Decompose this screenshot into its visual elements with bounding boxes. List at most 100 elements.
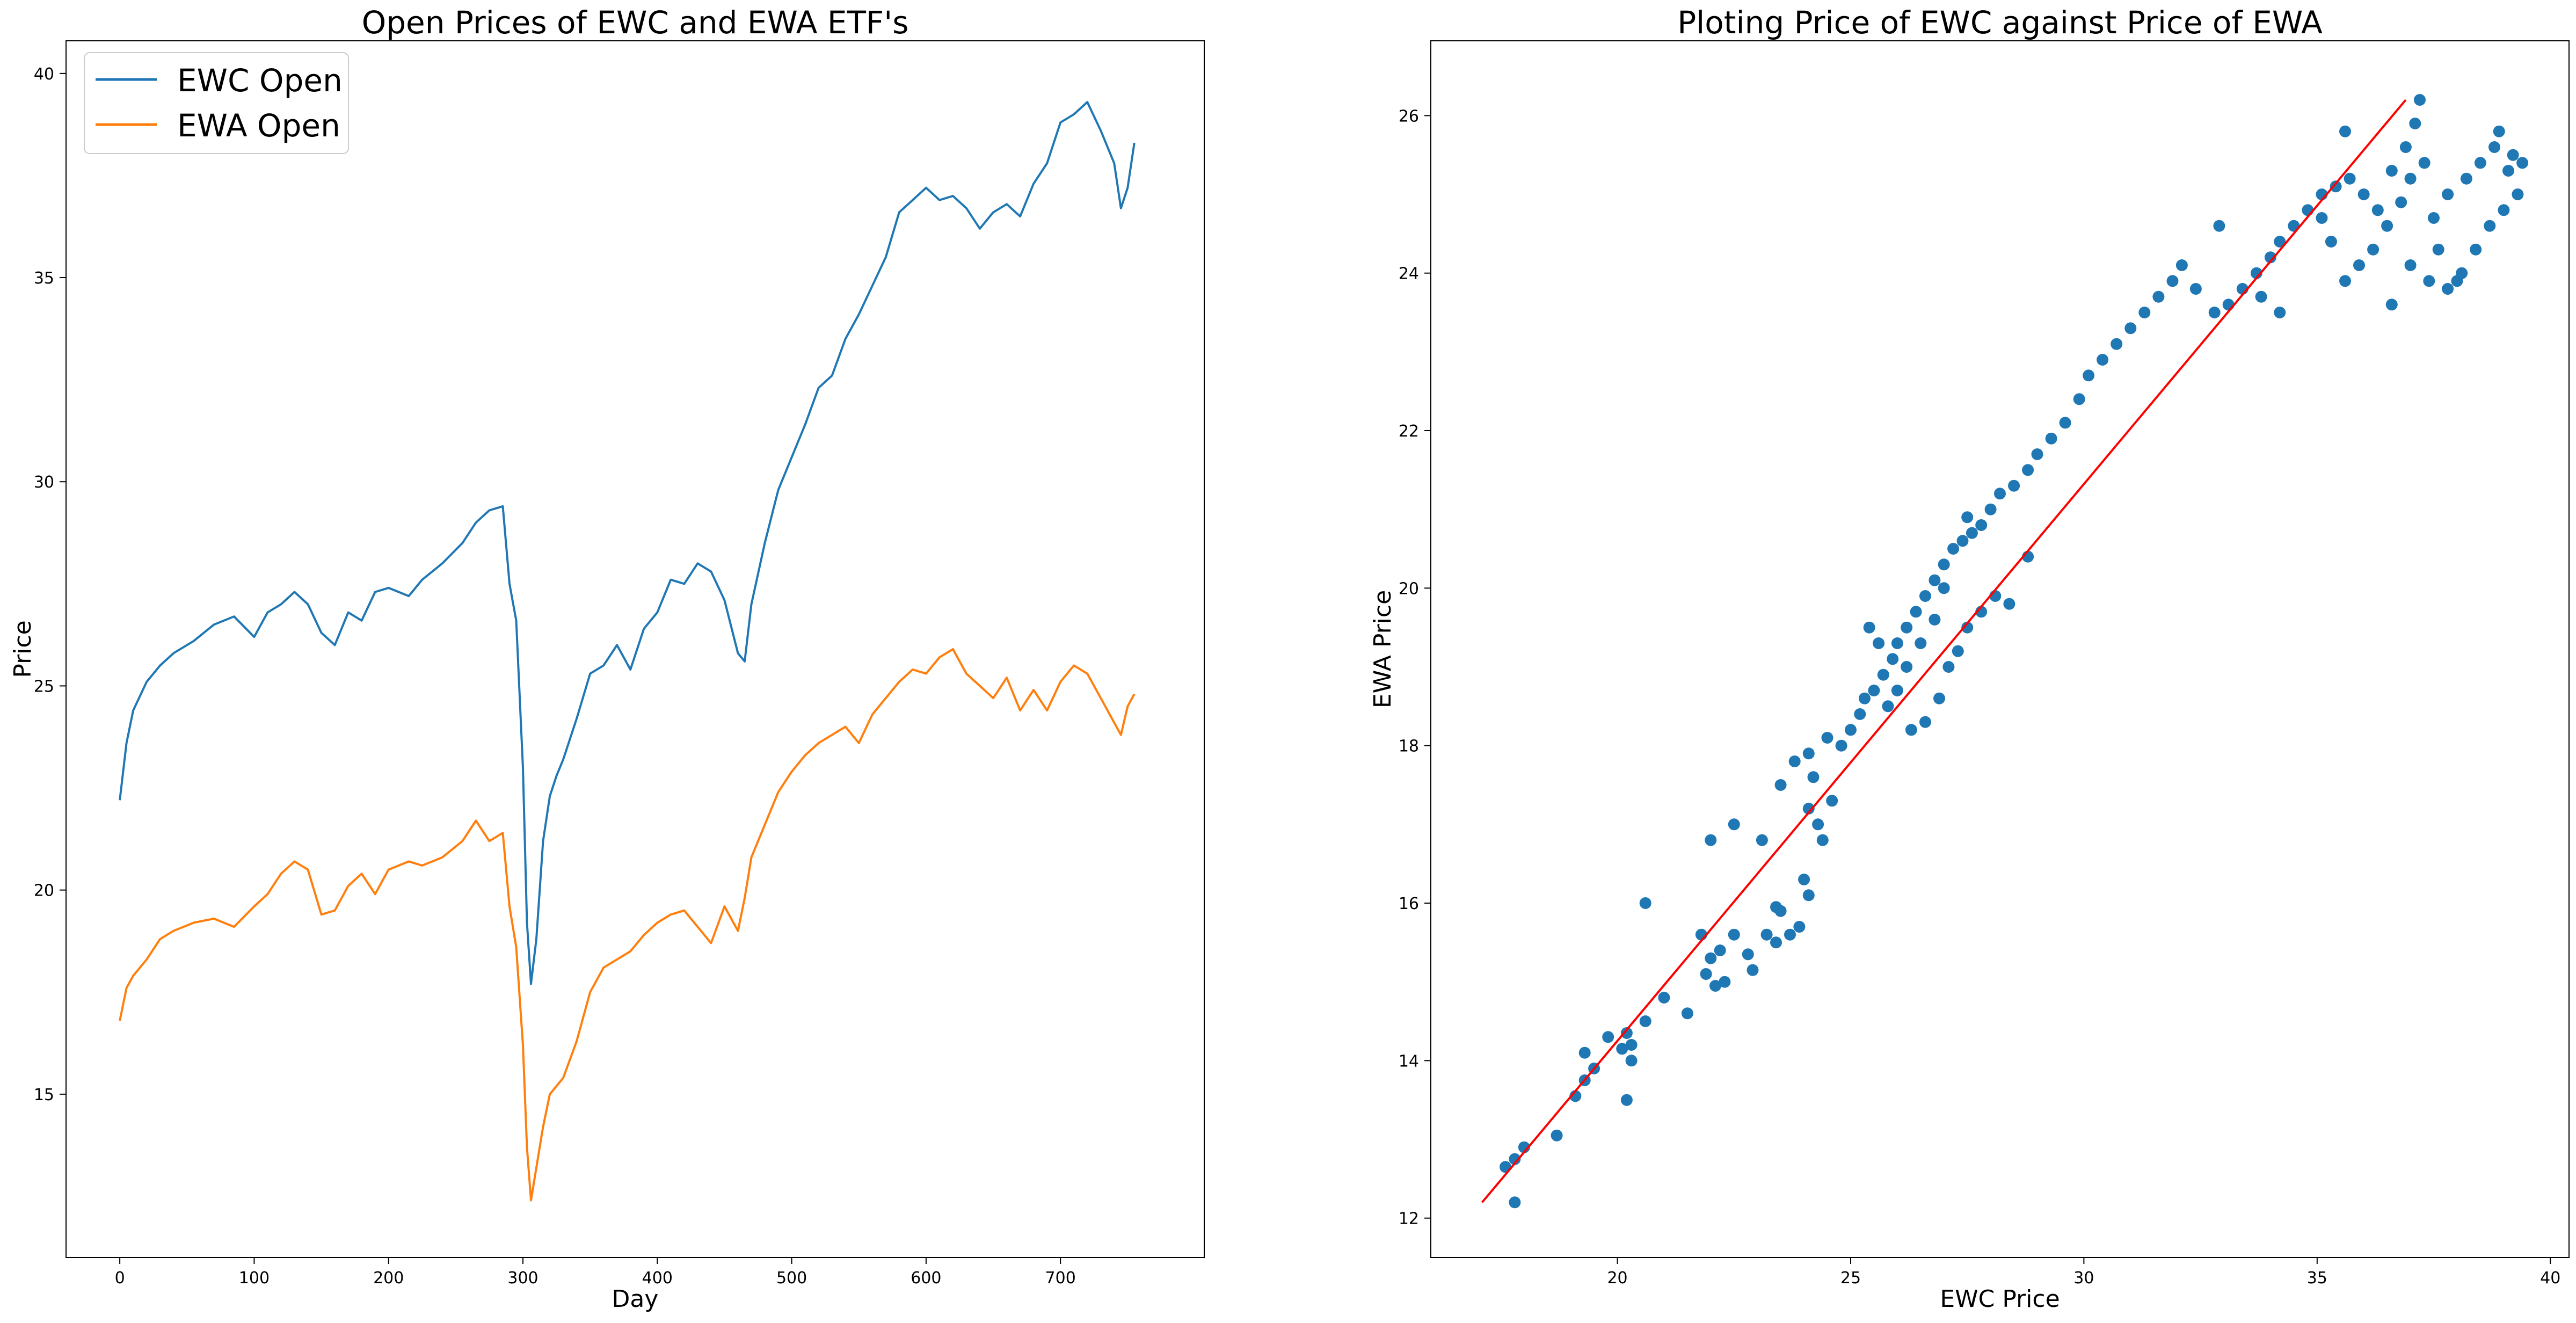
scatter-point (2097, 354, 2109, 366)
scatter-point (1509, 1153, 1521, 1165)
line-chart-x-tick-label: 600 (911, 1269, 941, 1288)
scatter-point (2493, 125, 2505, 137)
scatter-point (2344, 172, 2356, 185)
scatter-point (2484, 220, 2496, 232)
scatter-point (1826, 795, 1838, 807)
scatter-point (1919, 716, 1931, 728)
scatter-point (1616, 1043, 1628, 1055)
scatter-point (1747, 964, 1759, 976)
scatter-point (2432, 243, 2444, 256)
scatter-point (2498, 204, 2510, 216)
scatter-point (1770, 936, 1782, 949)
scatter-point (2428, 212, 2440, 224)
scatter-point (1938, 582, 1950, 594)
scatter-chart-plot-area (1430, 40, 2570, 1258)
legend-box (84, 52, 349, 154)
line-chart-y-axis-label: Price (9, 620, 37, 678)
scatter-point (2222, 299, 2235, 311)
scatter-point (1952, 645, 1964, 657)
scatter-point (1681, 1007, 1693, 1020)
scatter-point (2470, 243, 2482, 256)
scatter-chart-x-tick-label: 25 (1840, 1269, 1861, 1288)
scatter-point (1961, 511, 1974, 524)
scatter-point (2330, 180, 2342, 193)
scatter-point (1835, 739, 1847, 752)
scatter-point (2003, 598, 2015, 610)
scatter-point (2316, 212, 2328, 224)
scatter-point (1700, 968, 1712, 980)
scatter-point (2022, 464, 2034, 476)
scatter-point (1956, 535, 1969, 547)
series-line-ewa (119, 648, 1136, 1202)
scatter-point (1929, 614, 1941, 626)
scatter-point (2274, 236, 2286, 248)
scatter-chart-x-axis-label: EWC Price (1940, 1285, 2060, 1313)
scatter-point (1802, 803, 1815, 815)
scatter-point (1639, 897, 1651, 909)
line-chart-y-tick-label: 15 (34, 1086, 54, 1104)
scatter-point (1905, 724, 1917, 736)
scatter-point (1639, 1015, 1651, 1027)
scatter-point (1793, 921, 1806, 933)
scatter-point (2264, 251, 2276, 264)
line-chart-y-tick-label: 20 (34, 882, 54, 900)
scatter-point (1873, 637, 1885, 649)
scatter-point (2381, 220, 2393, 232)
scatter-point (1994, 488, 2006, 500)
scatter-point (2152, 290, 2165, 303)
line-chart-title: Open Prices of EWC and EWA ETF's (362, 4, 909, 41)
line-chart-x-tick-label: 300 (507, 1269, 538, 1288)
scatter-chart-x-tick-label: 35 (2307, 1269, 2327, 1288)
scatter-point (1620, 1094, 1633, 1106)
line-chart-y-tick-label: 25 (34, 677, 54, 696)
scatter-point (2073, 393, 2085, 405)
scatter-point (2213, 220, 2225, 232)
scatter-point (1966, 527, 1978, 539)
scatter-point (2474, 157, 2486, 169)
scatter-point (2442, 283, 2454, 295)
scatter-point (2460, 172, 2472, 185)
scatter-chart-y-tick-label: 14 (1399, 1052, 1419, 1071)
scatter-point (2325, 236, 2337, 248)
series-line-ewc (119, 101, 1136, 985)
scatter-point (1938, 558, 1950, 571)
scatter-point (2512, 188, 2524, 200)
scatter-point (2339, 125, 2351, 137)
line-chart-x-tick-label: 500 (776, 1269, 807, 1288)
scatter-point (1854, 708, 1866, 720)
line-chart-y-tick-label: 35 (34, 269, 54, 288)
scatter-point (1947, 543, 1960, 555)
scatter-point (1859, 692, 1871, 704)
scatter-point (1887, 653, 1899, 665)
scatter-point (2516, 157, 2529, 169)
scatter-chart-y-tick-label: 26 (1399, 107, 1419, 126)
legend-label-ewc: EWC Open (177, 62, 343, 99)
scatter-point (2166, 275, 2179, 287)
scatter-point (2442, 188, 2454, 200)
scatter-point (1933, 692, 1945, 704)
fit-line (1481, 99, 2407, 1203)
scatter-point (1816, 834, 1829, 846)
scatter-point (1705, 834, 1717, 846)
line-chart-panel: 0 100 200 300 400 500 600 700 15 20 25 30 35 40 Open… (9, 4, 1205, 1313)
line-chart-x-tick-label: 0 (115, 1269, 125, 1288)
scatter-point (2302, 204, 2314, 216)
scatter-point (1882, 700, 1894, 713)
scatter-point (1784, 928, 1796, 941)
scatter-point (1756, 834, 1768, 846)
scatter-point (2274, 307, 2286, 318)
line-chart-x-tick-label: 200 (373, 1269, 404, 1288)
scatter-point (2414, 94, 2426, 106)
scatter-point (2353, 259, 2365, 271)
scatter-point (2367, 243, 2379, 256)
scatter-point (1709, 980, 1721, 992)
scatter-point (2507, 149, 2519, 161)
scatter-point (1929, 574, 1941, 586)
scatter-point (1620, 1027, 1633, 1039)
scatter-point (1770, 901, 1782, 913)
scatter-point (2357, 188, 2370, 200)
scatter-chart-y-axis-label: EWA Price (1369, 590, 1396, 708)
scatter-point (1961, 621, 1974, 634)
scatter-point (2385, 165, 2398, 177)
